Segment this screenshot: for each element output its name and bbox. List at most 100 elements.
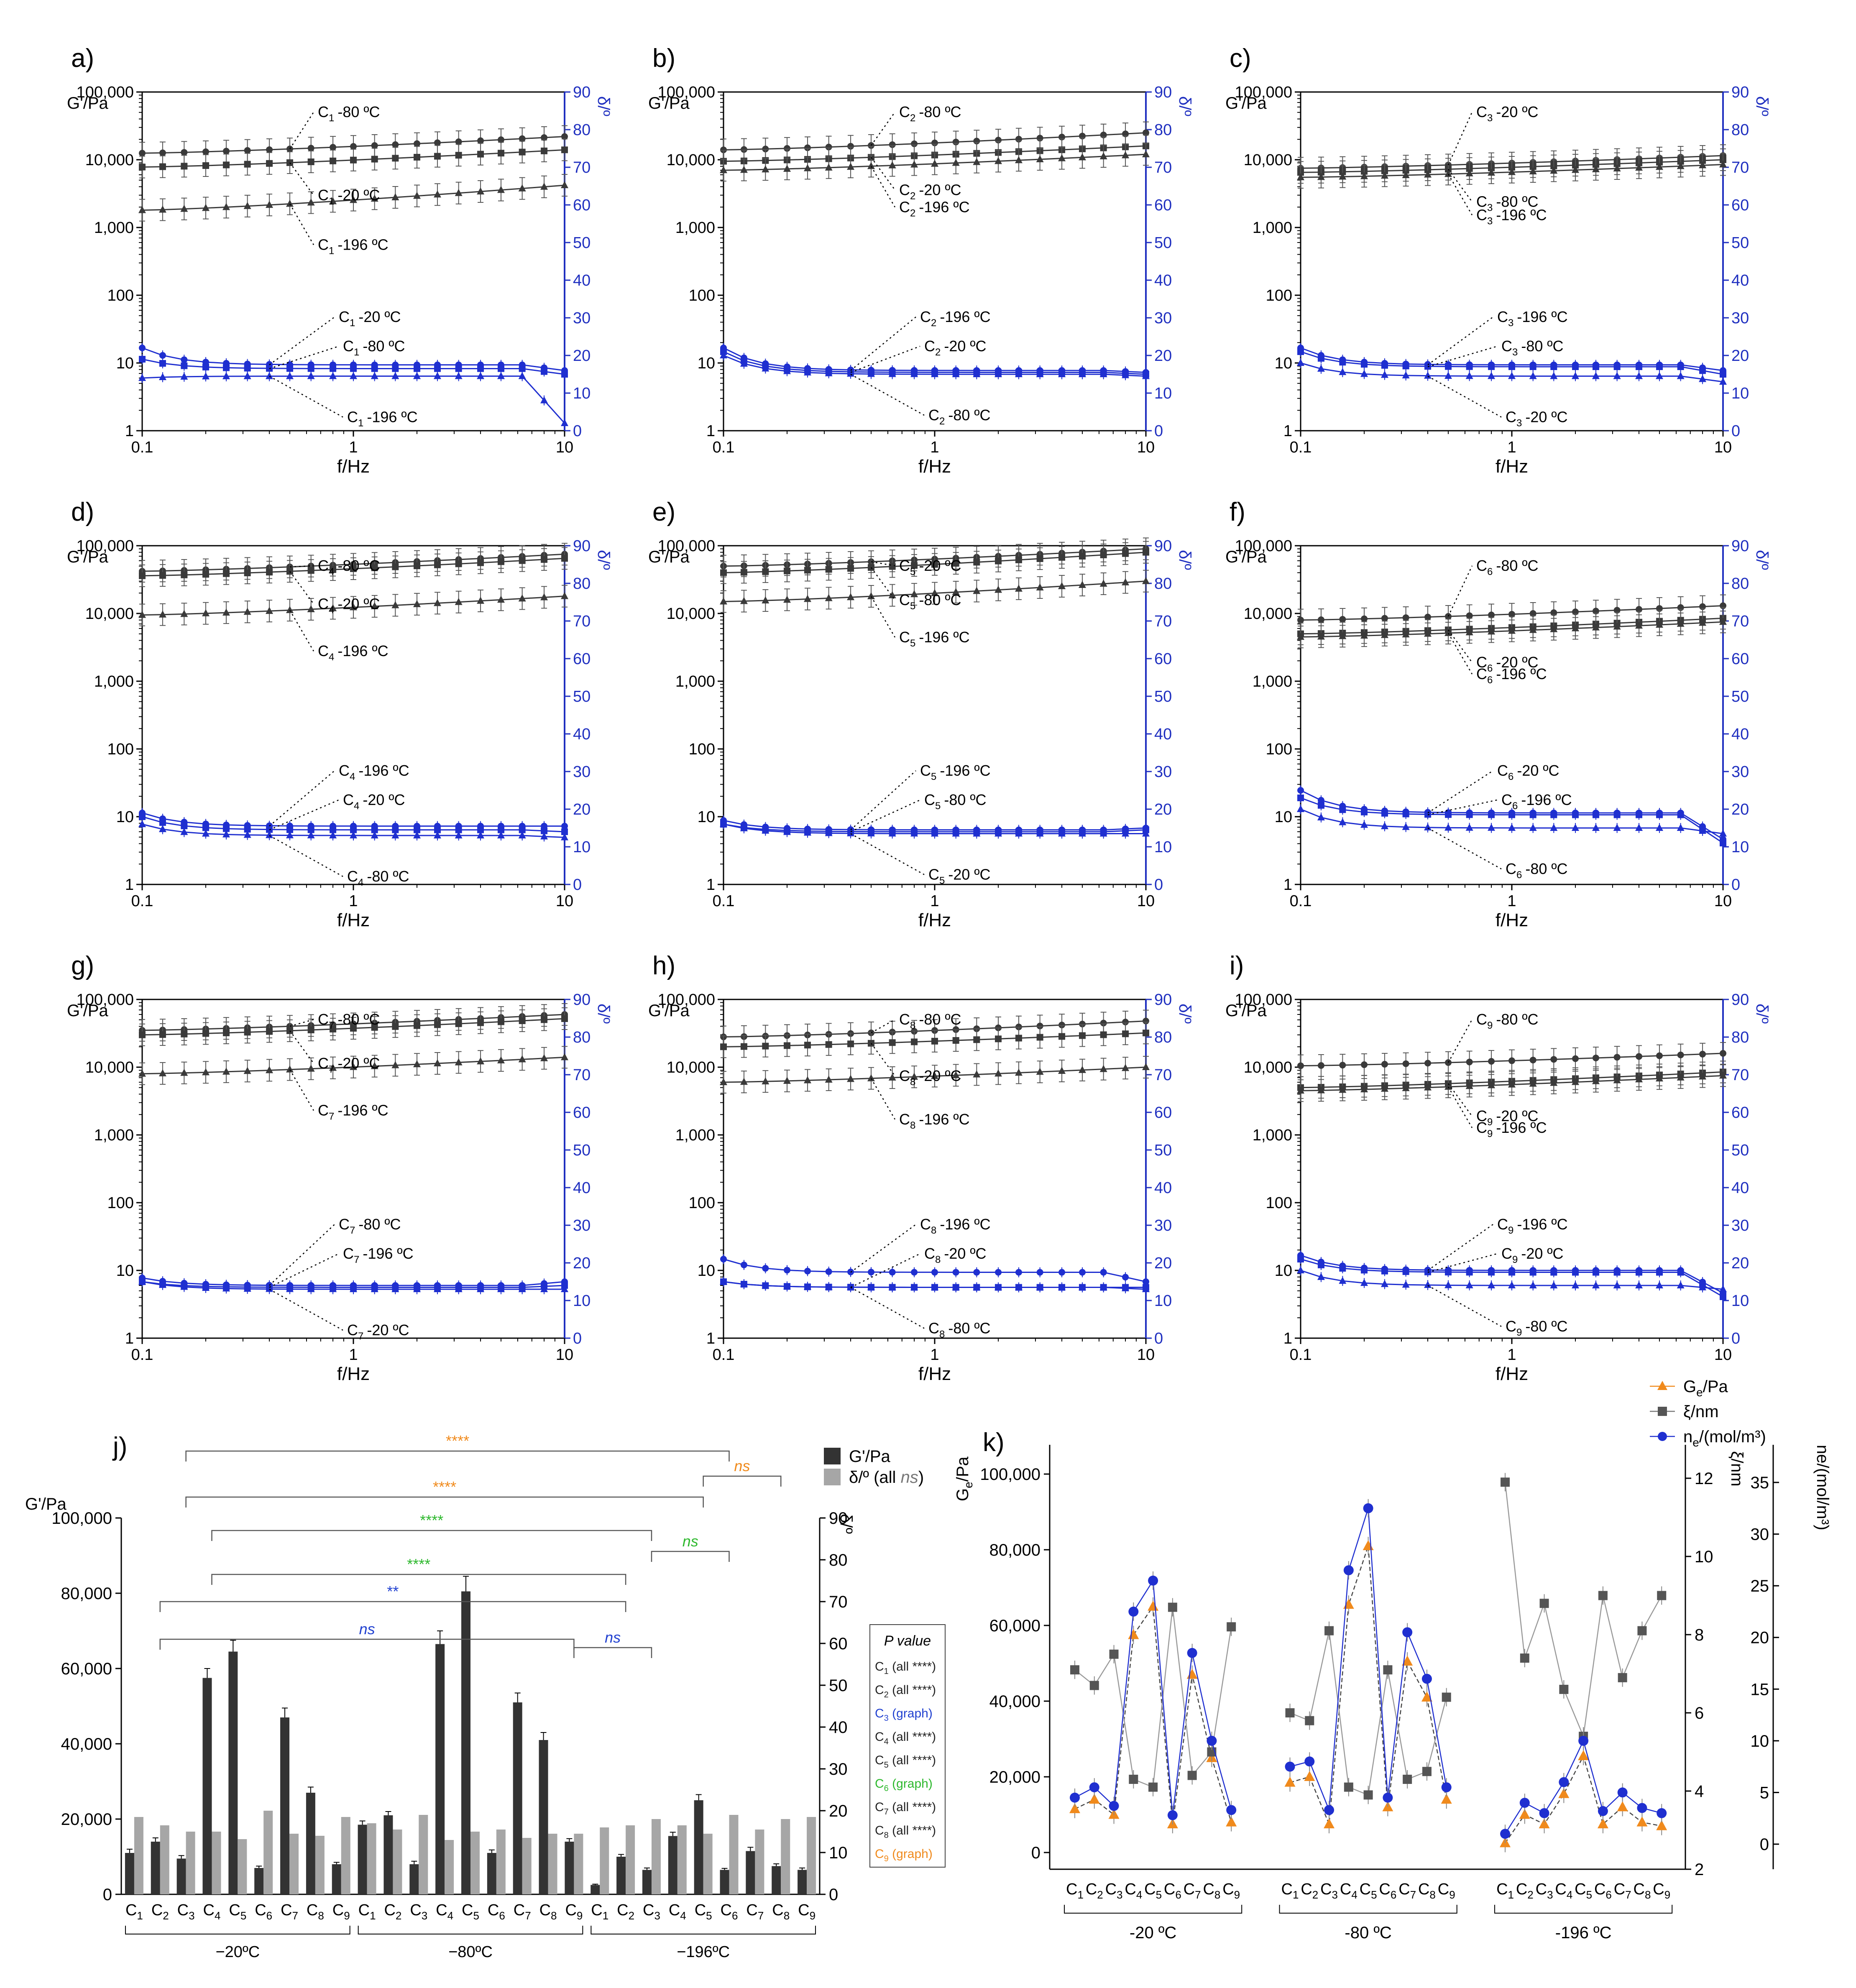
annotation-leader [850,799,920,833]
annot-sample: C [1501,337,1512,355]
data-point [1381,1060,1388,1068]
y2-tick-label: 50 [829,1676,848,1695]
data-point [266,607,274,614]
data-point [138,820,146,827]
series-annotation: C6 -196 ºC [1476,665,1547,686]
annot-temp: -196 ºC [1517,308,1567,325]
y2-tick-label: 60 [1731,197,1749,214]
x-tick-label: 10 [1137,1346,1155,1364]
annot-sub: 7 [329,1020,334,1031]
data-point [1720,371,1726,378]
data-point [330,157,337,164]
data-point [244,825,251,833]
annotation-leader [850,833,925,875]
data-point [1078,829,1086,837]
data-point [159,1069,166,1076]
cat-sub: 7 [758,1909,764,1922]
series-annotation: C9 -196 ºC [1476,1119,1547,1140]
data-point [1015,584,1023,592]
significance-label: ns [359,1620,375,1638]
data-point [307,605,315,612]
data-point [1550,1269,1557,1276]
series-annotation: C5 -20 ºC [928,866,991,887]
significance-bracket [211,1530,652,1541]
annot-temp: -80 ºC [919,103,961,120]
y2-tick-label: 90 [573,991,591,1009]
pvalue-sub: 6 [884,1784,889,1793]
annot-temp: -20 ºC [919,1067,961,1084]
y2-axis-label: δ/º [1176,96,1194,116]
annot-sub: 2 [910,207,915,219]
data-point [1078,153,1086,161]
data-point [1424,1281,1432,1288]
series-annotation: C8 -196 ºC [920,1216,991,1236]
annot-temp: -20 ºC [948,866,990,883]
x-tick-label: 1 [1507,892,1516,910]
legend-text: δ/º (all [849,1468,901,1487]
annot-sub: 2 [931,317,936,329]
series-annotation: C7 -80 ºC [318,1011,380,1031]
data-point [1079,553,1086,560]
data-point [181,571,188,578]
data-point [244,1029,251,1036]
annotation-leader [269,376,343,418]
data-point [138,374,146,381]
bar-delta [651,1819,661,1894]
data-point [330,365,337,372]
g-series-1 [139,547,568,587]
data-point [455,1285,463,1292]
annot-sample: C [343,1245,354,1262]
bar-delta [367,1823,376,1894]
annot-temp: -80 ºC [919,591,961,608]
data-point [1719,377,1727,385]
cat-prefix: C [565,1901,576,1919]
data-point [1317,802,1324,809]
cat-prefix: C [617,1901,628,1919]
pvalue-text: (all ****) [889,1683,936,1697]
data-point [139,150,146,157]
y-tick-label: 1 [706,422,715,440]
data-point [202,363,210,371]
panel-label: h) [652,951,675,980]
y-tick-label: 10 [1275,355,1292,372]
annot-sub: 4 [350,771,355,782]
g-series-2 [1297,153,1727,189]
data-point [1099,829,1107,837]
series-annotation: C3 -196 ºC [1476,206,1547,227]
y-tick-label: 10,000 [667,605,715,623]
data-point [371,826,378,833]
annotation-leader [289,565,314,567]
data-point [561,146,568,153]
y-tick-label: 10 [698,355,715,372]
y2-tick-label: 20 [573,347,591,365]
data-point [783,1076,791,1084]
data-point [1079,1032,1086,1039]
data-point [1122,1019,1129,1026]
data-point [762,364,769,372]
data-point [1699,161,1707,169]
annot-temp: -20 ºC [1496,103,1538,120]
data-point [222,372,230,379]
data-point [518,184,526,192]
data-point [1380,371,1388,378]
data-point [1572,811,1579,818]
data-point [1361,808,1368,815]
data-point [307,372,315,379]
g-series-2 [1297,1064,1727,1102]
data-point [1529,1079,1537,1087]
x-tick-label: 0.1 [131,892,153,910]
data-point [804,144,811,151]
data-point [371,831,378,838]
ylabel-g: G [954,1488,972,1501]
y-tick-label: 10 [1275,808,1292,826]
y-tick-label: 100 [689,741,715,758]
data-point [433,1285,441,1292]
data-point [762,568,769,575]
y-tick-label: 20,000 [61,1810,112,1829]
data-point [350,826,357,833]
series-annotation: C2 -20 ºC [924,337,987,358]
data-point [1058,1283,1066,1290]
data-point [1699,618,1707,626]
data-point [1655,1281,1663,1288]
annotation-leader [850,345,920,373]
